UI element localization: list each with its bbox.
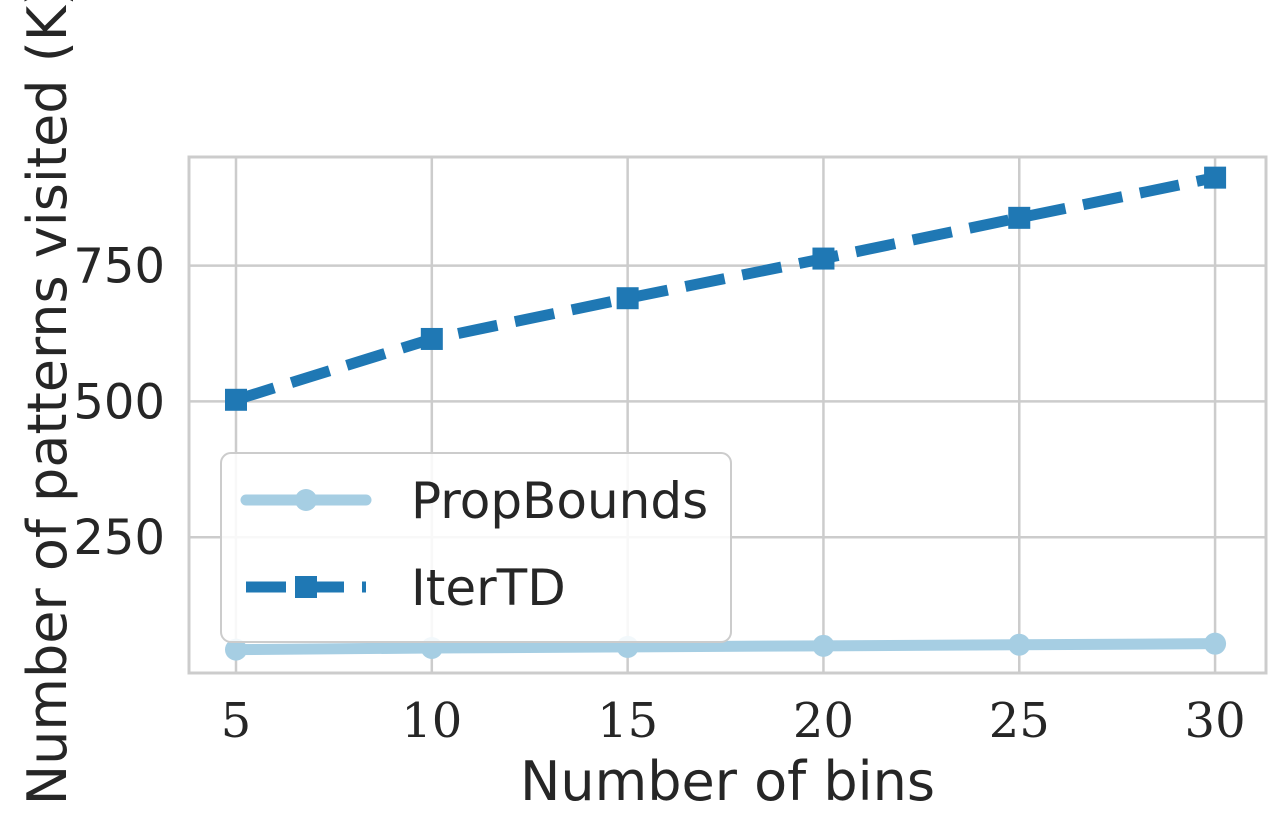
series-itertd <box>224 166 1227 411</box>
data-point <box>224 388 247 411</box>
legend-item-propbounds: PropBounds <box>240 472 708 530</box>
x-tick-label: 25 <box>989 693 1050 749</box>
legend-label: PropBounds <box>411 472 708 530</box>
legend-marker <box>295 576 317 598</box>
y-tick-label: 500 <box>73 374 165 430</box>
legend-marker <box>295 489 317 511</box>
data-point <box>812 634 835 657</box>
data-point <box>616 287 639 310</box>
data-point <box>1008 633 1031 656</box>
data-point <box>224 638 247 661</box>
y-tick-label: 750 <box>73 239 165 295</box>
x-axis-label: Number of bins <box>520 750 935 813</box>
series-line <box>230 638 1221 656</box>
data-point <box>812 247 835 270</box>
x-tick-label: 20 <box>793 693 854 749</box>
legend: PropBounds IterTD <box>220 452 732 643</box>
plot-frame <box>187 155 1268 675</box>
data-point <box>1008 206 1031 229</box>
data-point <box>420 327 443 350</box>
legend-label: IterTD <box>411 559 566 617</box>
series-line <box>234 172 1217 406</box>
y-tick-label: 250 <box>73 510 165 566</box>
tick-labels: 5 10 15 20 25 30 250 500 750 <box>73 239 1245 749</box>
legend-item-itertd: IterTD <box>246 559 566 617</box>
x-tick-label: 30 <box>1185 693 1246 749</box>
x-tick-label: 5 <box>221 693 252 749</box>
x-tick-label: 15 <box>597 693 658 749</box>
x-tick-label: 10 <box>401 693 462 749</box>
data-point <box>1204 166 1227 189</box>
data-point <box>1204 632 1227 655</box>
y-axis-label: Number of patterns visited (K) <box>16 0 79 805</box>
